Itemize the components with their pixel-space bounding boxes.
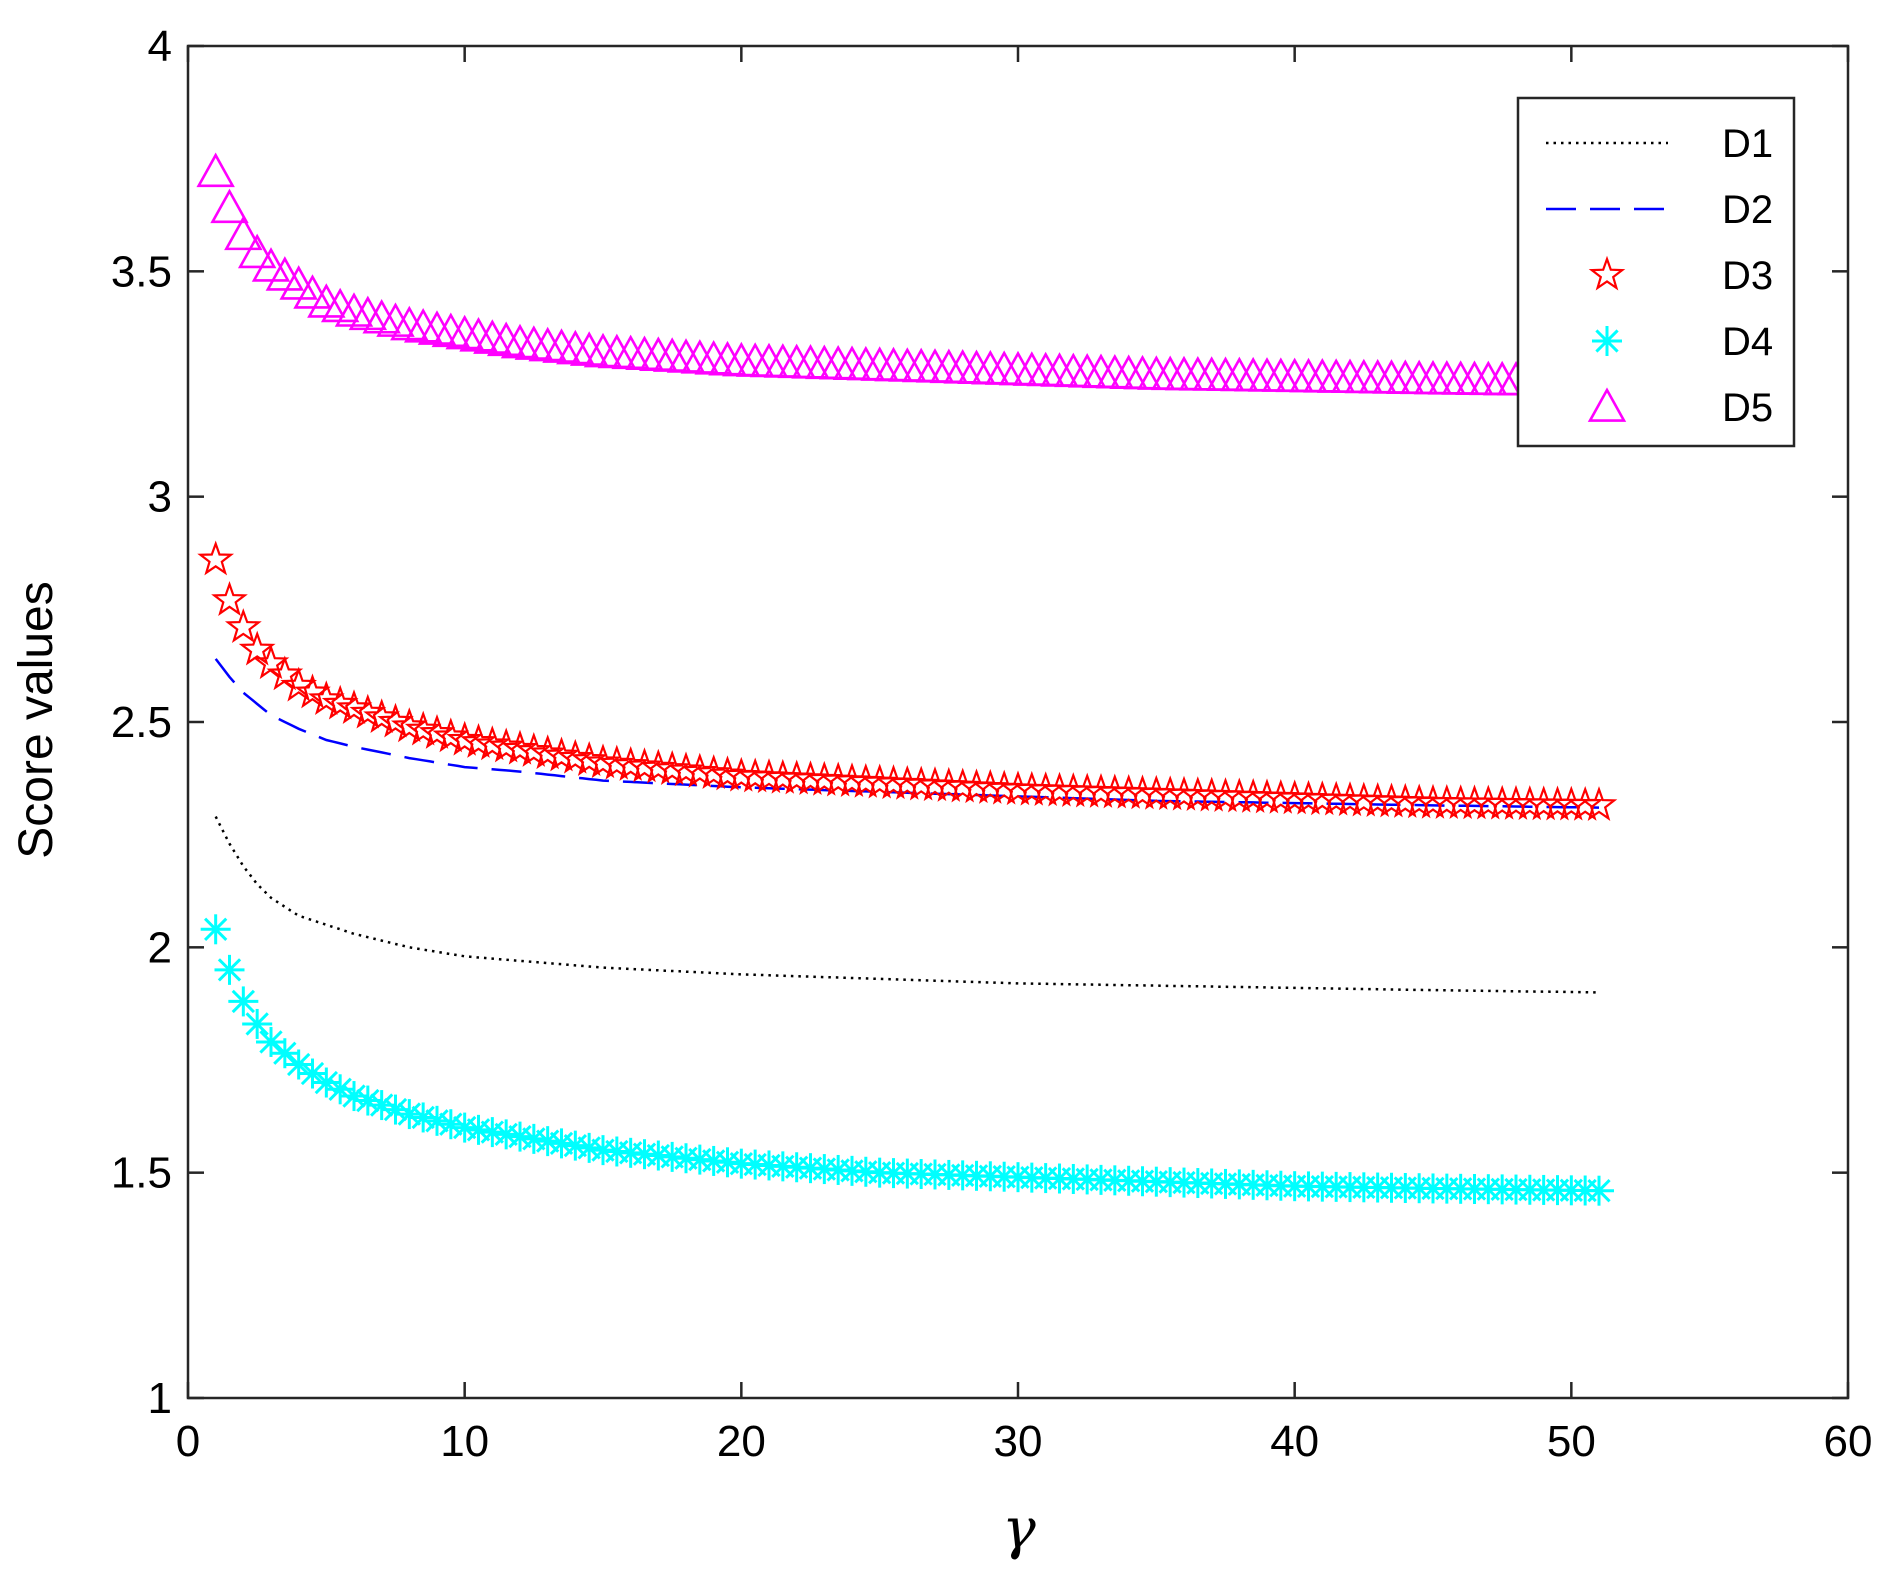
x-tick-label: 20 — [717, 1417, 766, 1466]
data-point-d5 — [542, 328, 581, 363]
legend-label-d4: D4 — [1722, 320, 1773, 364]
data-point-d5 — [417, 310, 457, 345]
series-d1 — [214, 816, 1600, 994]
data-point-d4 — [242, 1008, 273, 1039]
y-tick-label: 2 — [148, 923, 172, 972]
axes: 0 10 20 30 40 50 60 1 1.5 2 2.5 3 3.5 4 — [111, 22, 1873, 1466]
data-point-d3 — [971, 768, 1009, 804]
data-point-d3 — [238, 630, 276, 666]
legend-marker-d3 — [1588, 255, 1626, 291]
data-point-d3 — [736, 757, 774, 793]
data-point-d5 — [210, 188, 249, 224]
y-tick-label: 1 — [148, 1374, 172, 1423]
x-tick-label: 50 — [1547, 1417, 1596, 1466]
data-point-d3 — [764, 758, 802, 794]
data-point-d5 — [431, 312, 471, 348]
data-point-d3 — [930, 766, 968, 802]
data-point-d4 — [283, 1049, 314, 1080]
y-tick-label: 1.5 — [111, 1149, 172, 1198]
data-point-d3 — [888, 764, 926, 800]
data-point-d5 — [445, 314, 484, 350]
data-point-d4 — [228, 986, 259, 1017]
data-point-d3 — [1566, 785, 1604, 821]
legend-marker-d5 — [1587, 387, 1627, 422]
x-tick-label: 30 — [994, 1417, 1043, 1466]
data-point-d3 — [861, 763, 899, 799]
data-point-d3 — [750, 758, 788, 794]
data-point-d5 — [293, 274, 332, 309]
data-point-d3 — [819, 761, 857, 797]
data-point-d3 — [985, 769, 1023, 805]
data-point-d3 — [916, 766, 954, 802]
series-line-d1 — [214, 816, 1600, 994]
legend-label-d2: D2 — [1722, 188, 1773, 232]
y-tick-label: 4 — [148, 22, 172, 71]
data-point-d5 — [500, 323, 540, 359]
data-point-d5 — [556, 329, 595, 365]
series-d3 — [197, 540, 1618, 821]
data-point-d5 — [237, 233, 277, 269]
data-point-d3 — [1580, 786, 1618, 821]
y-tick-label: 2.5 — [111, 698, 172, 747]
series-line-d2 — [214, 658, 1600, 809]
x-tick-label: 60 — [1824, 1417, 1873, 1466]
data-point-d5 — [528, 326, 567, 362]
data-point-d5 — [403, 307, 443, 343]
data-point-d5 — [390, 305, 429, 341]
data-point-d3 — [224, 608, 262, 643]
x-tick-label: 0 — [176, 1417, 200, 1466]
data-point-d3 — [902, 765, 940, 801]
x-axis-label: γ — [1002, 1497, 1036, 1562]
data-point-d5 — [279, 265, 318, 300]
series-d2 — [214, 658, 1600, 809]
legend-label-d3: D3 — [1722, 254, 1773, 298]
legend-marker-d4 — [1592, 326, 1622, 356]
data-point-d3 — [211, 580, 248, 616]
y-axis-label: Score values — [10, 581, 63, 858]
y-tick-label: 3.5 — [111, 247, 172, 296]
data-point-d4 — [380, 1094, 411, 1125]
data-point-d4 — [200, 914, 231, 945]
data-point-d5 — [514, 325, 554, 360]
data-point-d4 — [408, 1102, 439, 1133]
data-point-d5 — [473, 319, 512, 354]
data-point-d3 — [805, 760, 843, 796]
legend: D1 D2 D3 D4 D5 — [1516, 96, 1796, 448]
data-point-d3 — [722, 756, 760, 792]
data-point-d5 — [251, 247, 291, 282]
data-point-d3 — [833, 762, 871, 798]
data-point-d3 — [944, 767, 982, 803]
legend-label-d5: D5 — [1722, 386, 1773, 430]
data-point-d3 — [875, 764, 912, 800]
x-tick-label: 10 — [440, 1417, 489, 1466]
data-point-d5 — [486, 321, 526, 357]
data-point-d5 — [569, 331, 609, 366]
series-d5 — [196, 152, 1536, 396]
legend-label-d1: D1 — [1722, 122, 1773, 166]
data-point-d3 — [847, 762, 885, 798]
x-tick-label: 40 — [1270, 1417, 1319, 1466]
data-point-d4 — [1584, 1175, 1614, 1206]
data-point-d5 — [265, 256, 305, 291]
legend-box — [1516, 96, 1796, 448]
data-point-d3 — [792, 760, 829, 796]
series-d4 — [200, 914, 1614, 1206]
y-tick-label: 3 — [148, 473, 172, 522]
data-point-d5 — [459, 317, 498, 352]
data-point-d5 — [224, 215, 263, 251]
data-point-d3 — [197, 540, 235, 576]
plot-area — [196, 152, 1618, 1206]
data-point-d3 — [958, 768, 995, 804]
data-point-d4 — [214, 954, 245, 985]
data-point-d5 — [196, 152, 235, 188]
data-point-d3 — [778, 759, 816, 795]
